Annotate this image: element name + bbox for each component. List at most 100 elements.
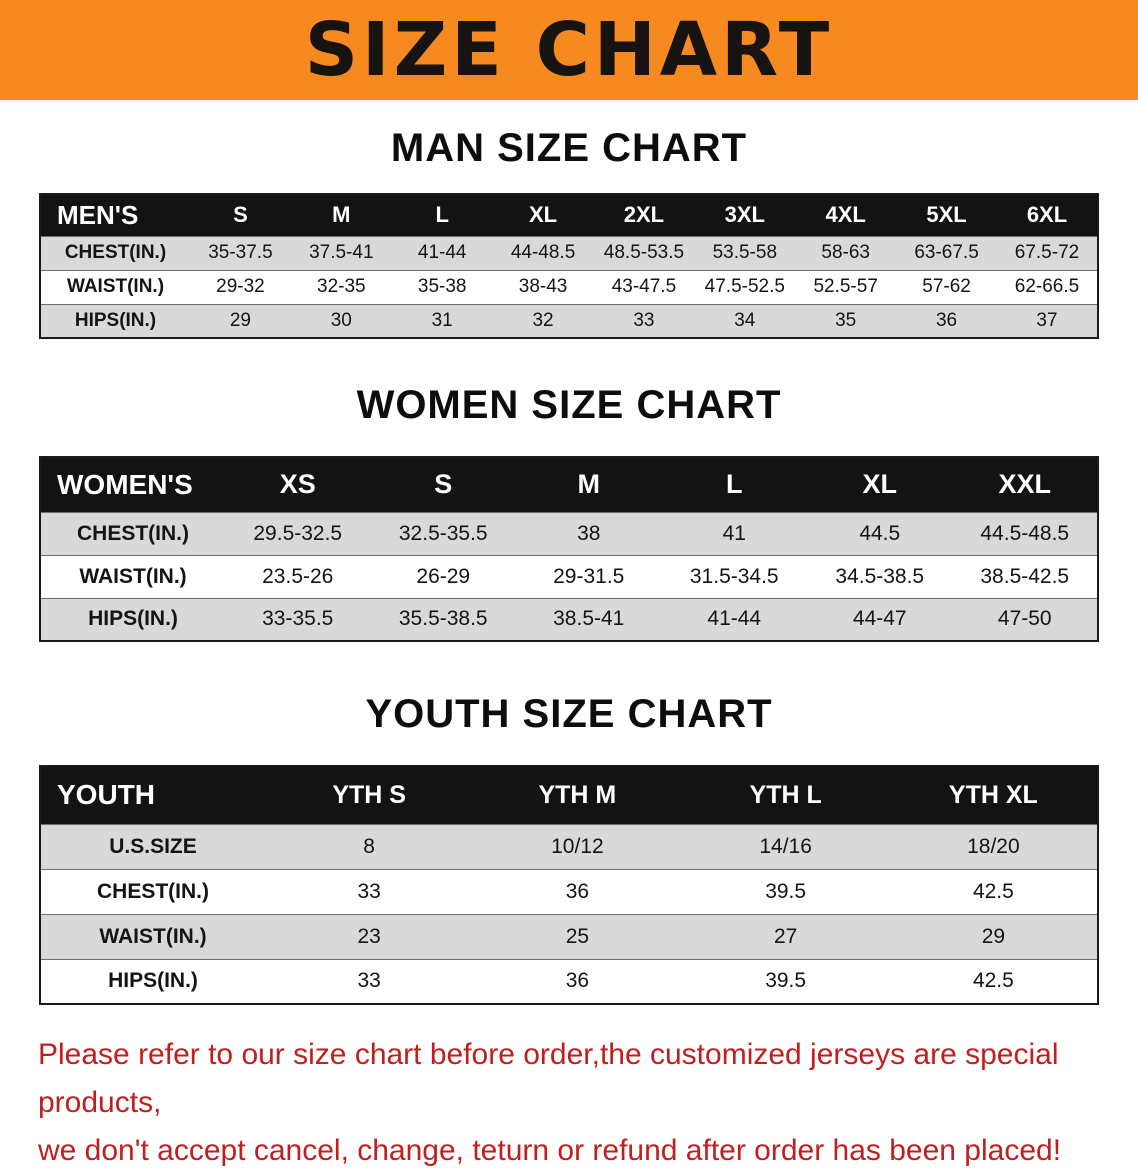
table-header-row: WOMEN'S XS S M L XL XXL xyxy=(40,457,1098,512)
measurement-value: 47.5-52.5 xyxy=(704,276,785,297)
size-chart-banner: SIZE CHART xyxy=(0,0,1138,100)
size-column-header: M xyxy=(290,194,392,236)
measurement-value: 8 xyxy=(363,834,375,858)
measurement-value: 34 xyxy=(734,309,756,331)
measurement-label: U.S.SIZE xyxy=(109,834,197,858)
size-column-header: 5XL xyxy=(896,194,997,236)
measurement-value: 57-62 xyxy=(922,276,971,297)
measurement-label: WAIST(IN.) xyxy=(99,924,207,948)
measurement-value: 37.5-41 xyxy=(309,242,374,263)
measurement-value: 36 xyxy=(565,969,590,993)
measurement-value: 36 xyxy=(935,309,958,331)
measurement-value: 29.5-32.5 xyxy=(253,521,343,545)
measurement-row: CHEST(IN.) 33 36 39.5 42.5 xyxy=(40,869,1098,914)
size-column-header: 3XL xyxy=(694,194,796,236)
order-policy-line-2: we don't accept cancel, change, teturn o… xyxy=(38,1134,1062,1167)
measurement-value: 35 xyxy=(835,309,857,331)
measurement-value: 37 xyxy=(1036,309,1058,331)
size-column-header: 2XL xyxy=(593,194,695,236)
measurement-value: 38.5-42.5 xyxy=(980,564,1070,588)
measurement-value: 39.5 xyxy=(765,969,807,993)
measurement-label: WAIST(IN.) xyxy=(79,564,187,588)
measurement-value: 30 xyxy=(330,309,352,331)
measurement-row: CHEST(IN.) 35-37.5 37.5-41 41-44 44-48.5 48.5… xyxy=(40,236,1098,270)
youth-size-table: YOUTH YTH S YTH M YTH L YTH XL U.S.SIZE 8 10/12… xyxy=(39,765,1099,1005)
measurement-label: HIPS(IN.) xyxy=(108,969,198,993)
table-header-row: YOUTH YTH S YTH M YTH L YTH XL xyxy=(40,766,1098,824)
measurement-row: WAIST(IN.) 23.5-26 26-29 29-31.5 31.5-34.5 34… xyxy=(40,555,1098,598)
measurement-value: 41 xyxy=(722,521,746,545)
size-column-header: YTH M xyxy=(473,766,682,824)
measurement-value: 52.5-57 xyxy=(813,276,878,297)
measurement-value: 44.5-48.5 xyxy=(980,521,1070,545)
measurement-value: 33 xyxy=(357,879,381,903)
measurement-value: 35.5-38.5 xyxy=(398,607,488,631)
measurement-value: 29 xyxy=(229,309,251,331)
measurement-value: 32.5-35.5 xyxy=(398,521,488,545)
measurement-row: CHEST(IN.) 29.5-32.5 32.5-35.5 38 41 44.5 44.5… xyxy=(40,512,1098,555)
size-column-header: XL xyxy=(492,194,594,236)
measurement-value: 47-50 xyxy=(997,607,1052,631)
measurement-value: 29 xyxy=(981,924,1006,948)
measurement-value: 32-35 xyxy=(317,276,366,297)
measurement-label: CHEST(IN.) xyxy=(77,521,189,545)
measurement-value: 48.5-53.5 xyxy=(603,242,685,263)
measurement-value: 35-38 xyxy=(417,276,467,297)
measurement-value: 23.5-26 xyxy=(262,564,334,588)
table-corner-label: WOMEN'S xyxy=(40,457,225,512)
measurement-row: HIPS(IN.) 29 30 31 32 33 34 35 36 37 xyxy=(40,304,1098,338)
women-size-table: WOMEN'S XS S M L XL XXL CHEST(IN.) 29.5-32.5 32.5… xyxy=(39,456,1099,642)
measurement-value: 58-63 xyxy=(821,242,870,263)
order-policy-note: Please refer to our size chart before or… xyxy=(38,1031,1100,1175)
measurement-label: WAIST(IN.) xyxy=(66,276,165,297)
measurement-label: HIPS(IN.) xyxy=(88,607,178,631)
measurement-value: 43-47.5 xyxy=(611,276,677,297)
measurement-value: 62-66.5 xyxy=(1014,276,1080,297)
measurement-value: 63-67.5 xyxy=(914,242,979,263)
measurement-value: 44-47 xyxy=(852,607,907,631)
size-column-header: L xyxy=(661,457,807,512)
measurement-value: 42.5 xyxy=(972,879,1014,903)
measurement-value: 38 xyxy=(577,521,601,545)
men-size-table: MEN'S S M L XL 2XL 3XL 4XL 5XL 6XL CHEST(IN.) 35-37… xyxy=(39,193,1099,339)
youth-section-heading: YOUTH SIZE CHART xyxy=(365,692,773,736)
men-section-heading: MAN SIZE CHART xyxy=(390,126,748,170)
measurement-row: HIPS(IN.) 33-35.5 35.5-38.5 38.5-41 41-44 44-… xyxy=(40,598,1098,641)
measurement-value: 41-44 xyxy=(417,242,467,263)
table-header-row: MEN'S S M L XL 2XL 3XL 4XL 5XL 6XL xyxy=(40,194,1098,236)
size-column-header: M xyxy=(516,457,662,512)
size-column-header: YTH XL xyxy=(889,766,1098,824)
banner-title: SIZE CHART xyxy=(304,7,834,93)
measurement-value: 25 xyxy=(565,924,590,948)
measurement-row: WAIST(IN.) 29-32 32-35 35-38 38-43 43-47.5 47.… xyxy=(40,270,1098,304)
size-column-header: S xyxy=(190,194,291,236)
measurement-value: 53.5-58 xyxy=(712,242,778,263)
measurement-value: 29-31.5 xyxy=(553,564,625,588)
size-column-header: XL xyxy=(807,457,953,512)
measurement-value: 33-35.5 xyxy=(262,607,334,631)
measurement-value: 34.5-38.5 xyxy=(835,564,925,588)
measurement-row: HIPS(IN.) 33 36 39.5 42.5 xyxy=(40,959,1098,1004)
measurement-value: 29-32 xyxy=(216,276,265,297)
measurement-value: 44.5 xyxy=(859,521,901,545)
measurement-value: 31 xyxy=(431,309,453,331)
measurement-value: 27 xyxy=(773,924,798,948)
size-column-header: L xyxy=(391,194,493,236)
size-column-header: YTH L xyxy=(681,766,890,824)
order-policy-line-1: Please refer to our size chart before or… xyxy=(38,1038,1059,1119)
measurement-value: 32 xyxy=(532,309,554,331)
measurement-value: 23 xyxy=(357,924,381,948)
measurement-value: 26-29 xyxy=(416,564,471,588)
measurement-value: 10/12 xyxy=(551,834,604,858)
measurement-value: 18/20 xyxy=(967,834,1020,858)
measurement-row: WAIST(IN.) 23 25 27 29 xyxy=(40,914,1098,959)
measurement-value: 14/16 xyxy=(759,834,812,858)
women-section-heading: WOMEN SIZE CHART xyxy=(356,383,782,427)
measurement-value: 36 xyxy=(565,879,590,903)
size-column-header: XS xyxy=(225,457,371,512)
measurement-label: CHEST(IN.) xyxy=(64,242,167,263)
measurement-value: 44-48.5 xyxy=(510,242,576,263)
table-corner-label: YOUTH xyxy=(40,766,265,824)
size-column-header: YTH S xyxy=(265,766,474,824)
measurement-value: 33 xyxy=(633,309,655,331)
